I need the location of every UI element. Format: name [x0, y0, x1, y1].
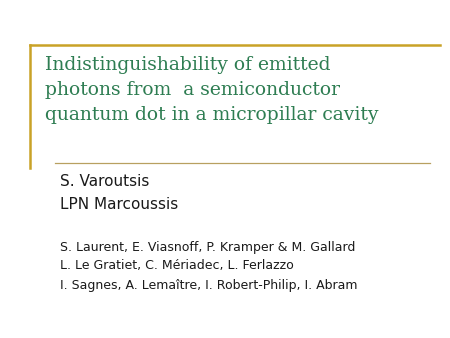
Text: Indistinguishability of emitted
photons from  a semiconductor
quantum dot in a m: Indistinguishability of emitted photons … — [45, 56, 378, 124]
Text: S. Laurent, E. Viasnoff, P. Kramper & M. Gallard
L. Le Gratiet, C. Mériadec, L. : S. Laurent, E. Viasnoff, P. Kramper & M.… — [60, 241, 357, 291]
Text: S. Varoutsis
LPN Marcoussis: S. Varoutsis LPN Marcoussis — [60, 174, 178, 212]
